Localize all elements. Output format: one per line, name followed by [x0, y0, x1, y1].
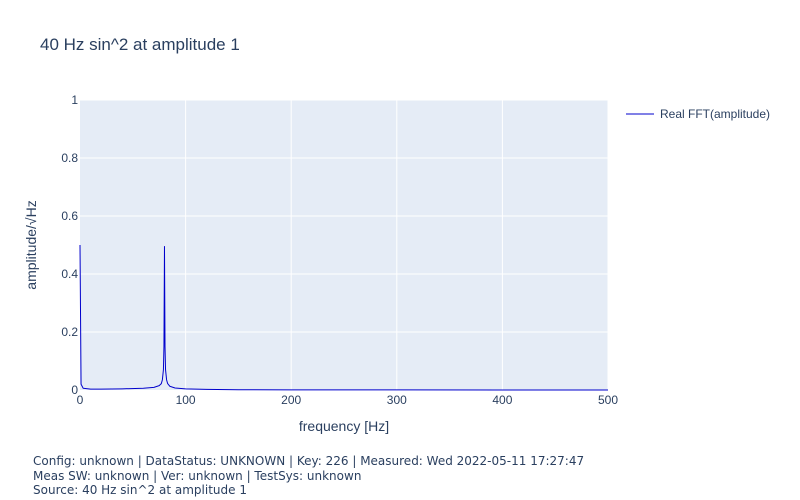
- footer-line-1: Config: unknown | DataStatus: UNKNOWN | …: [33, 454, 585, 468]
- x-tick-label: 500: [598, 393, 618, 407]
- y-tick-label: 0: [71, 383, 78, 397]
- y-tick-label: 0.4: [61, 267, 78, 281]
- y-tick-label: 0.2: [61, 325, 78, 339]
- x-tick-label: 100: [176, 393, 196, 407]
- series-layer: [79, 244, 608, 391]
- y-tick-label: 0.6: [61, 209, 78, 223]
- series-line: [79, 244, 608, 391]
- legend[interactable]: Real FFT(amplitude): [626, 107, 770, 121]
- x-axis-title: frequency [Hz]: [299, 418, 389, 434]
- plot-area: [80, 100, 608, 390]
- chart-title: 40 Hz sin^2 at amplitude 1: [40, 35, 240, 54]
- y-axis-title: amplitude/√Hz: [23, 200, 39, 289]
- x-tick-label: 200: [281, 393, 301, 407]
- gridlines: [80, 99, 609, 390]
- tick-labels: 0 100 200 300 400 500 0 0.2 0.4 0.6 0.8 1: [61, 93, 618, 407]
- x-tick-label: 300: [387, 393, 407, 407]
- legend-label: Real FFT(amplitude): [660, 107, 770, 121]
- x-tick-label: 0: [77, 393, 84, 407]
- footer-line-3: Source: 40 Hz sin^2 at amplitude 1: [33, 483, 247, 497]
- footer-line-2: Meas SW: unknown | Ver: unknown | TestSy…: [33, 468, 362, 483]
- x-tick-label: 400: [492, 393, 512, 407]
- footer-metadata: Config: unknown | DataStatus: UNKNOWN | …: [33, 454, 584, 498]
- y-tick-label: 1: [71, 93, 78, 107]
- y-tick-label: 0.8: [61, 151, 78, 165]
